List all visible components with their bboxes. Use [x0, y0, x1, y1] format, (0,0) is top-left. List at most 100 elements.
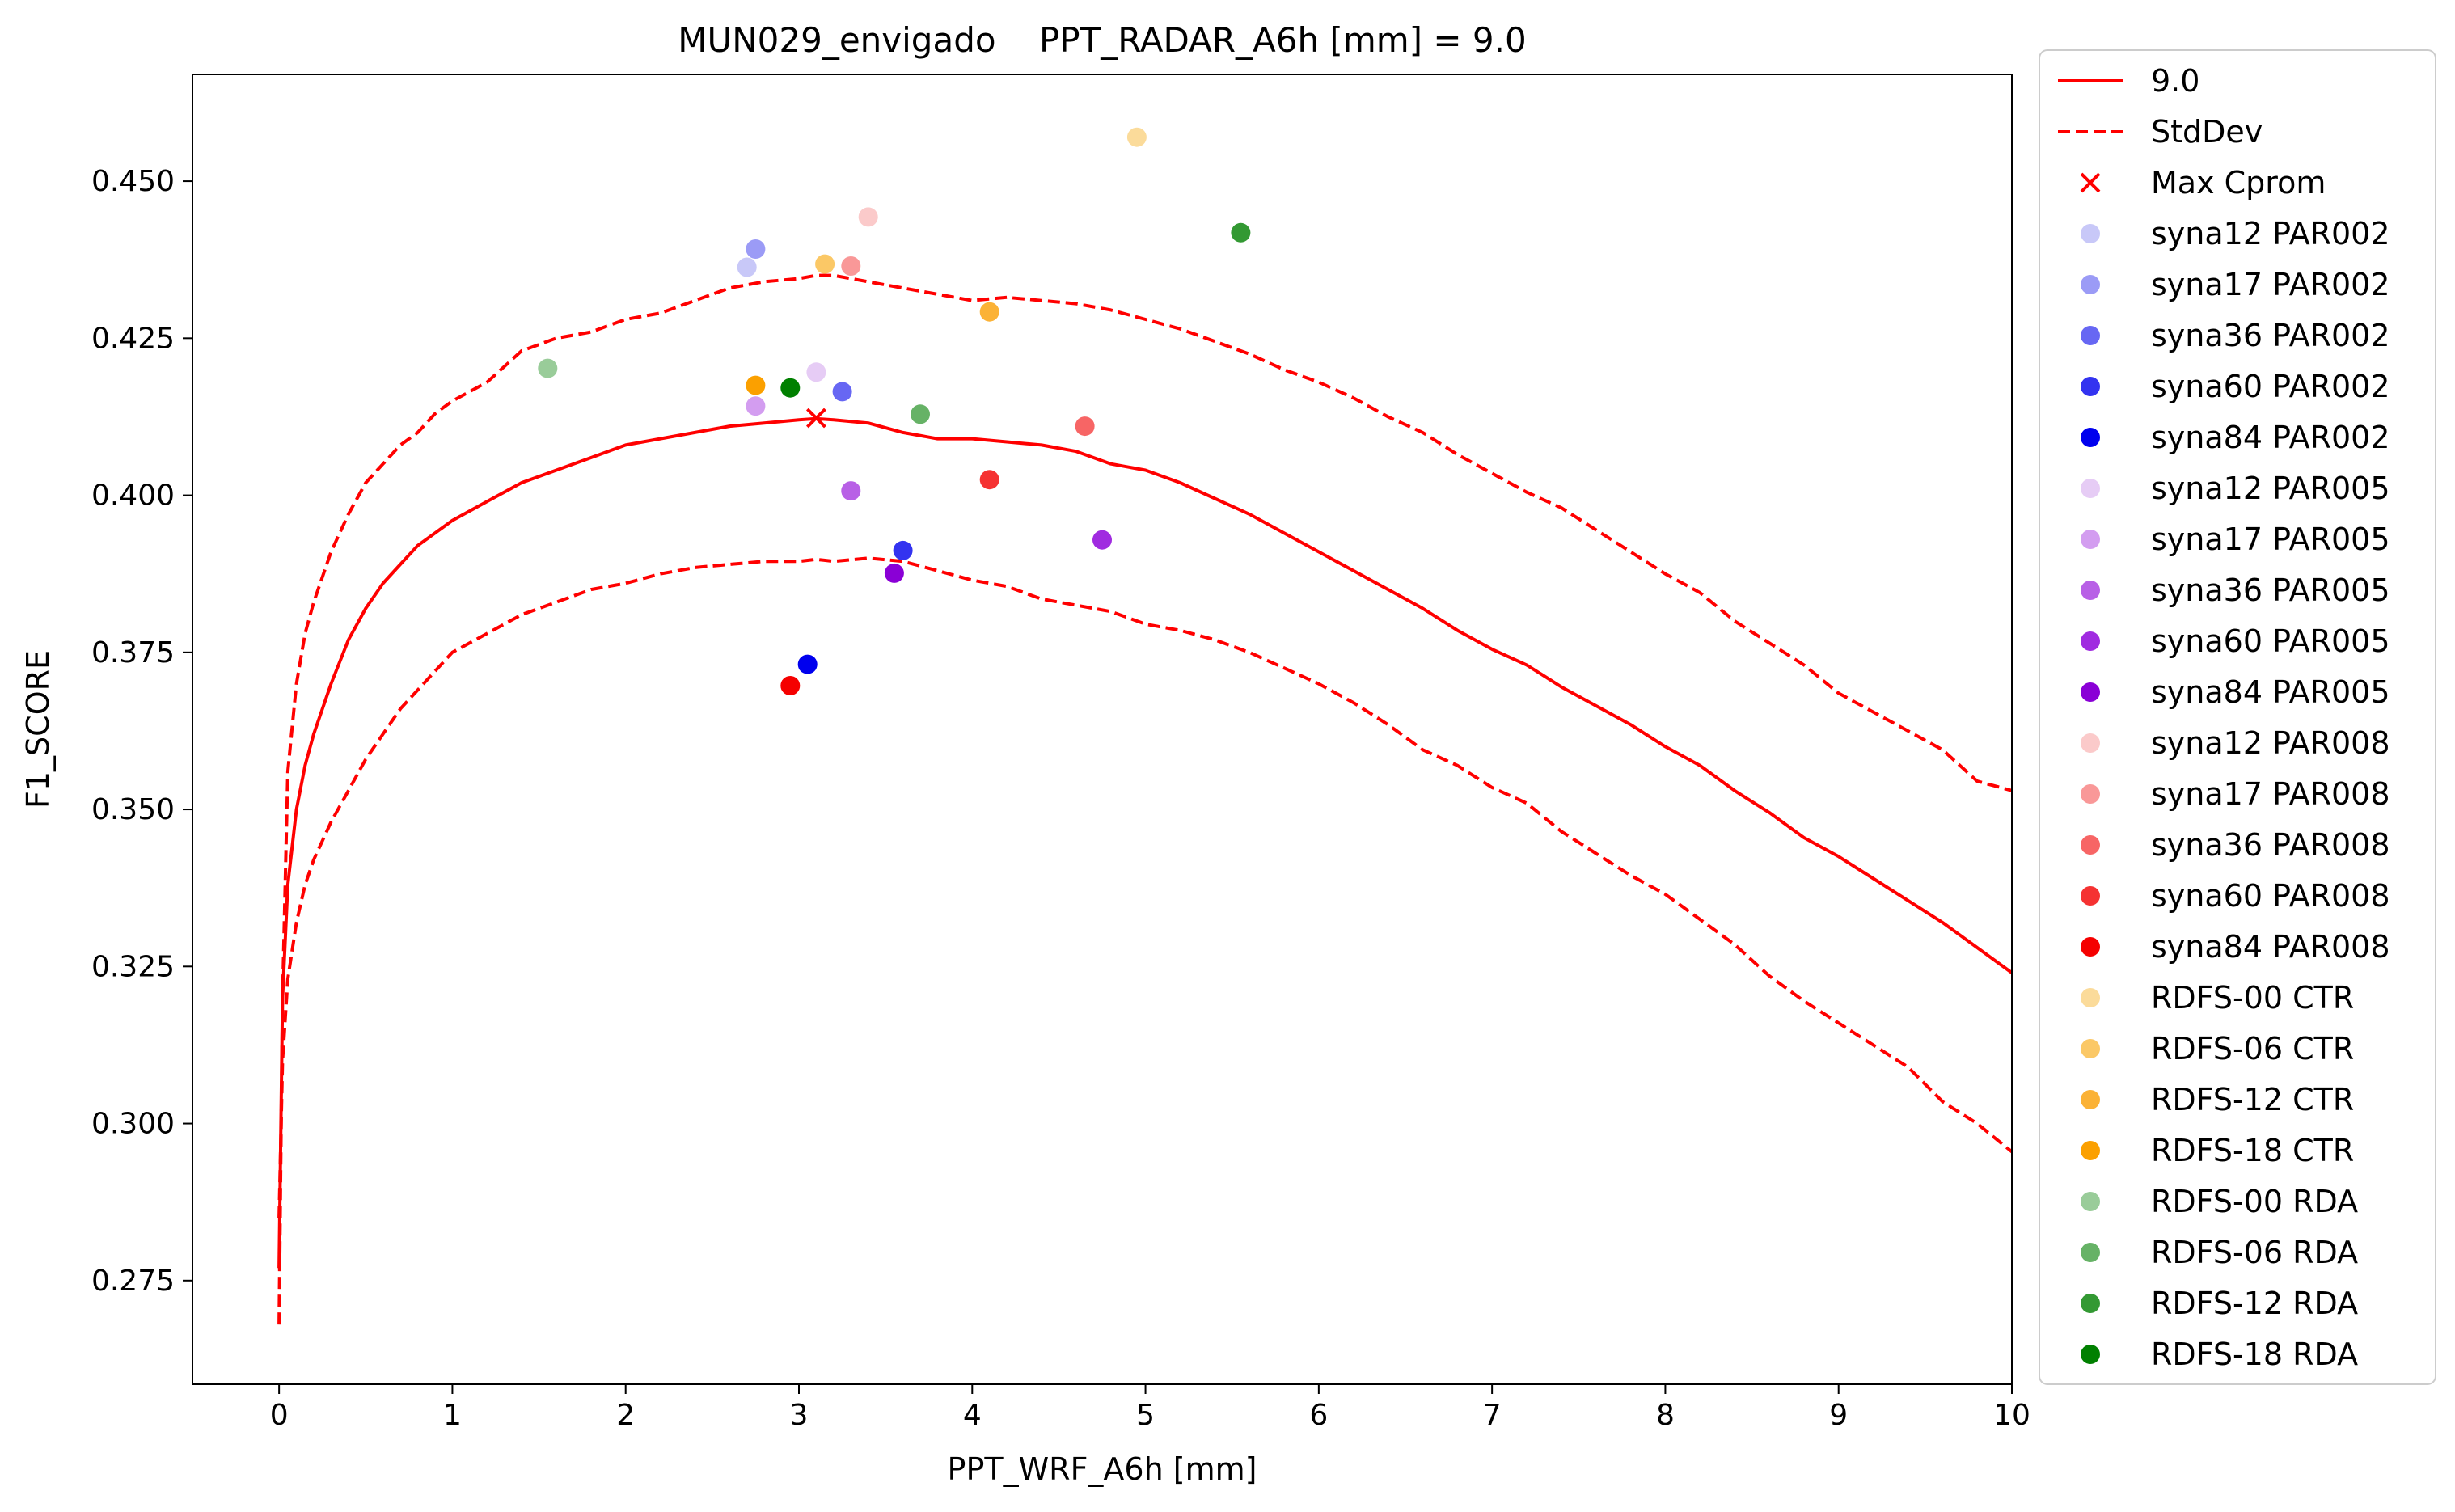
point-rdfs-06-rda — [911, 404, 930, 424]
mean-line — [277, 416, 2012, 1269]
point-syna17-par008 — [841, 256, 861, 276]
legend-label: syna12 PAR002 — [2151, 216, 2390, 251]
legend-item: RDFS-18 RDA — [2081, 1337, 2358, 1372]
legend-item: syna84 PAR008 — [2081, 929, 2390, 965]
legend-dot — [2081, 479, 2100, 498]
legend-item: syna12 PAR005 — [2081, 471, 2390, 506]
legend-dot — [2081, 428, 2100, 447]
legend-dot — [2081, 581, 2100, 600]
legend-label: syna60 PAR008 — [2151, 878, 2390, 914]
legend-label: 9.0 — [2151, 63, 2199, 99]
legend-label: syna12 PAR005 — [2151, 471, 2390, 506]
x-tick-label: 10 — [1993, 1399, 2030, 1432]
legend-item: RDFS-00 RDA — [2081, 1184, 2358, 1219]
legend-label: RDFS-18 RDA — [2151, 1337, 2358, 1372]
x-tick-label: 7 — [1483, 1399, 1502, 1432]
legend-item: RDFS-12 RDA — [2081, 1286, 2358, 1321]
plot-background — [192, 74, 2012, 1384]
legend-item: 9.0 — [2058, 63, 2199, 99]
point-syna84-par002 — [797, 654, 818, 674]
point-syna17-par005 — [746, 396, 766, 416]
legend-item: RDFS-00 CTR — [2081, 980, 2354, 1016]
legend-dot — [2081, 377, 2100, 396]
legend-dot — [2081, 886, 2100, 906]
x-tick-label: 6 — [1309, 1399, 1328, 1432]
plot-area — [192, 74, 2013, 1385]
legend-label: RDFS-00 RDA — [2151, 1184, 2358, 1219]
legend-dot — [2081, 224, 2100, 243]
legend-label: syna84 PAR008 — [2151, 929, 2390, 965]
x-tick-label: 3 — [790, 1399, 809, 1432]
point-syna60-par008 — [979, 470, 999, 490]
x-tick-label: 8 — [1656, 1399, 1675, 1432]
legend-item: syna60 PAR002 — [2081, 369, 2390, 404]
legend-item: syna36 PAR005 — [2081, 572, 2390, 608]
x-tick-label: 4 — [963, 1399, 982, 1432]
stddev-line-2 — [277, 556, 2012, 1218]
x-tick-label: 9 — [1829, 1399, 1848, 1432]
legend-item: syna12 PAR002 — [2081, 216, 2390, 251]
point-syna12-par002 — [737, 257, 757, 277]
legend-dot — [2081, 1039, 2100, 1058]
legend-label: RDFS-12 CTR — [2151, 1082, 2354, 1117]
y-axis-label: F1_SCORE — [20, 650, 56, 809]
plot-frame — [192, 74, 2013, 1385]
legend-items: 9.0 StdDev Max Cprom syna12 PAR002 syna17 PA… — [2058, 63, 2390, 1372]
legend-dot — [2081, 530, 2100, 549]
legend-label: syna17 PAR008 — [2151, 776, 2390, 812]
point-syna84-par008 — [780, 676, 801, 695]
legend-dot — [2081, 1141, 2100, 1160]
scatter-points — [538, 127, 1251, 695]
legend-dot — [2081, 1294, 2100, 1313]
point-syna36-par002 — [832, 382, 852, 402]
legend-item: RDFS-06 RDA — [2081, 1235, 2358, 1270]
y-tick-label: 0.400 — [91, 479, 175, 513]
point-rdfs-18-ctr — [746, 375, 766, 395]
legend-item: syna12 PAR008 — [2081, 725, 2390, 761]
legend-label: RDFS-12 RDA — [2151, 1286, 2358, 1321]
point-syna17-par002 — [746, 239, 766, 259]
legend-dot — [2081, 1192, 2100, 1211]
x-tick-label: 5 — [1136, 1399, 1155, 1432]
legend-dot — [2081, 326, 2100, 345]
legend-item: syna60 PAR005 — [2081, 623, 2390, 659]
legend-dot — [2081, 631, 2100, 651]
legend-item: syna17 PAR002 — [2081, 267, 2390, 302]
legend-label: RDFS-06 CTR — [2151, 1031, 2354, 1066]
legend-item: RDFS-06 CTR — [2081, 1031, 2354, 1066]
legend-label: StdDev — [2151, 114, 2263, 150]
point-rdfs-06-ctr — [815, 254, 835, 274]
legend: 9.0 StdDev Max Cprom syna12 PAR002 syna17 PA… — [2039, 49, 2436, 1385]
y-tick-label: 0.425 — [91, 322, 175, 355]
legend-label: syna84 PAR005 — [2151, 674, 2390, 710]
legend-box — [2039, 49, 2436, 1385]
point-rdfs-12-rda — [1231, 222, 1251, 243]
stddev-line-1 — [277, 273, 2012, 1325]
point-syna12-par005 — [806, 362, 826, 382]
curves — [277, 273, 2012, 1325]
x-axis-label: PPT_WRF_A6h [mm] — [948, 1451, 1257, 1487]
x-axis: 0 1 2 3 4 5 6 7 8 9 10 — [270, 1384, 2030, 1432]
point-syna36-par005 — [841, 481, 861, 501]
legend-dot — [2081, 937, 2100, 957]
y-tick-label: 0.300 — [91, 1108, 175, 1141]
point-rdfs-18-rda — [780, 378, 801, 398]
point-rdfs-00-rda — [538, 358, 558, 378]
x-tick-label: 0 — [270, 1399, 289, 1432]
legend-item: syna36 PAR008 — [2081, 827, 2390, 863]
y-tick-label: 0.275 — [91, 1265, 175, 1298]
legend-item: syna84 PAR002 — [2081, 420, 2390, 455]
legend-label: syna36 PAR008 — [2151, 827, 2390, 863]
legend-dot — [2081, 1345, 2100, 1364]
legend-item: syna84 PAR005 — [2081, 674, 2390, 710]
legend-dot — [2081, 784, 2100, 804]
legend-item: syna17 PAR005 — [2081, 522, 2390, 557]
legend-dot — [2081, 733, 2100, 753]
legend-item: syna60 PAR008 — [2081, 878, 2390, 914]
y-tick-label: 0.375 — [91, 636, 175, 669]
point-syna60-par005 — [1092, 530, 1112, 550]
chart-title: MUN029_envigado PPT_RADAR_A6h [mm] = 9.0 — [678, 20, 1526, 60]
legend-label: RDFS-00 CTR — [2151, 980, 2354, 1016]
legend-label: syna60 PAR002 — [2151, 369, 2390, 404]
